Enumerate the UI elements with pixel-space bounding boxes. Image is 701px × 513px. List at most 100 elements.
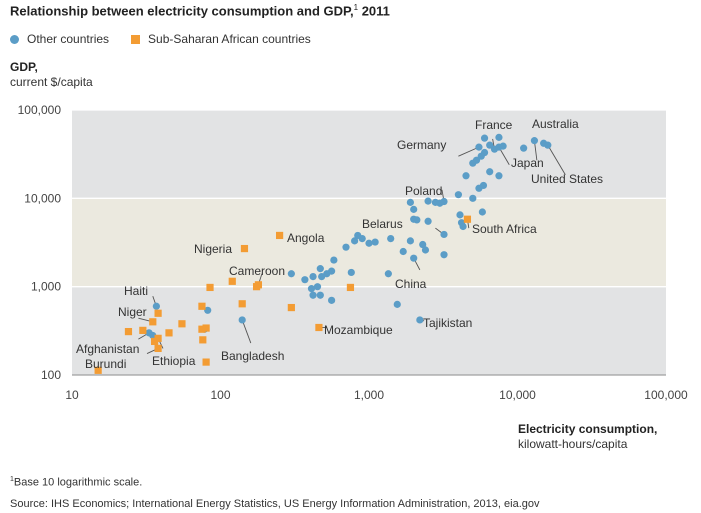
data-point-ssa bbox=[315, 323, 323, 332]
data-point-ssa bbox=[252, 283, 261, 291]
country-label-germany: Germany bbox=[397, 138, 446, 152]
data-point-other bbox=[309, 273, 317, 281]
data-point-ssa bbox=[198, 302, 206, 310]
leader-line-germany bbox=[458, 146, 480, 157]
data-point-other bbox=[424, 197, 432, 205]
data-point-other bbox=[330, 256, 338, 264]
data-point-other bbox=[440, 230, 448, 239]
country-label-nigeria: Nigeria bbox=[194, 242, 232, 256]
data-point-other bbox=[499, 142, 507, 150]
data-point-other bbox=[544, 141, 552, 149]
x-axis-title-unit: kilowatt-hours/capita bbox=[518, 437, 628, 451]
x-tick-label: 10,000 bbox=[499, 388, 536, 402]
data-point-other bbox=[406, 237, 414, 245]
data-point-ssa bbox=[154, 309, 162, 317]
legend-item-ssa: Sub-Saharan African countries bbox=[131, 32, 311, 46]
country-label-afghanistan: Afghanistan bbox=[76, 342, 139, 356]
data-point-other bbox=[328, 267, 336, 275]
y-tick-label: 1,000 bbox=[31, 280, 61, 294]
country-label-australia: Australia bbox=[532, 117, 579, 131]
data-point-other bbox=[309, 291, 317, 299]
chart-title: Relationship between electricity consump… bbox=[10, 3, 390, 18]
country-label-poland: Poland bbox=[405, 184, 442, 198]
data-point-other bbox=[456, 211, 464, 219]
footnote-marker: 1 bbox=[10, 476, 14, 483]
country-label-niger: Niger bbox=[118, 305, 147, 319]
data-point-ssa bbox=[94, 366, 102, 374]
data-point-ssa bbox=[199, 336, 207, 344]
x-tick-label: 100,000 bbox=[644, 388, 688, 402]
data-point-other bbox=[495, 172, 503, 180]
country-label-mozambique: Mozambique bbox=[324, 323, 393, 337]
data-point-other bbox=[413, 216, 421, 224]
data-point-ssa bbox=[178, 320, 186, 328]
x-tick-label: 1,000 bbox=[354, 388, 384, 402]
data-point-ssa bbox=[154, 344, 162, 353]
data-point-other bbox=[347, 268, 355, 277]
leader-line-united-states bbox=[547, 144, 566, 175]
source-note: Source: IHS Economics; International Ene… bbox=[10, 498, 540, 510]
data-point-other bbox=[393, 300, 401, 308]
country-label-tajikistan: Tajikistan bbox=[423, 316, 472, 330]
data-point-ssa bbox=[206, 283, 214, 292]
country-label-belarus: Belarus bbox=[362, 217, 403, 231]
data-point-ssa bbox=[228, 277, 236, 285]
x-axis-title-bold: Electricity consumption, bbox=[518, 422, 658, 436]
footnote-text: Base 10 logarithmic scale. bbox=[13, 476, 143, 489]
data-point-other bbox=[410, 205, 418, 213]
data-point-other bbox=[152, 302, 160, 310]
y-axis-title: GDP, current $/capita bbox=[10, 60, 93, 90]
data-point-other bbox=[301, 276, 309, 284]
data-point-other bbox=[454, 191, 463, 199]
data-point-other bbox=[520, 144, 528, 152]
data-point-ssa bbox=[165, 329, 173, 337]
data-point-other bbox=[486, 168, 494, 176]
data-point-other bbox=[387, 235, 395, 243]
chart-title-year: 2011 bbox=[361, 3, 390, 19]
data-point-other bbox=[480, 134, 489, 142]
data-point-other bbox=[351, 237, 359, 245]
data-point-other bbox=[478, 208, 486, 216]
y-axis-title-unit: current $/capita bbox=[10, 75, 93, 89]
data-point-other bbox=[431, 198, 440, 206]
x-axis-title: Electricity consumption, kilowatt-hours/… bbox=[518, 422, 657, 452]
data-point-other bbox=[316, 291, 324, 299]
data-point-other bbox=[307, 285, 316, 293]
data-point-ssa bbox=[346, 283, 355, 292]
data-point-other bbox=[477, 152, 485, 160]
data-point-other bbox=[354, 231, 362, 240]
y-axis-title-bold: GDP, bbox=[10, 60, 38, 74]
data-point-other bbox=[204, 306, 212, 314]
data-point-other bbox=[371, 238, 379, 246]
chart-legend: Other countries Sub-Saharan African coun… bbox=[10, 32, 333, 46]
country-label-united-states: United States bbox=[531, 172, 603, 186]
legend-item-other: Other countries bbox=[10, 32, 109, 46]
data-point-other bbox=[316, 265, 324, 273]
data-point-ssa bbox=[149, 318, 157, 326]
country-label-france: France bbox=[475, 118, 513, 132]
data-point-other bbox=[318, 273, 326, 281]
data-point-other bbox=[495, 133, 503, 141]
data-point-other bbox=[313, 283, 322, 291]
data-point-other bbox=[475, 143, 483, 151]
legend-square-marker bbox=[131, 34, 141, 44]
data-point-other bbox=[342, 243, 350, 251]
data-point-other bbox=[440, 251, 448, 259]
data-point-ssa bbox=[202, 324, 210, 332]
x-tick-label: 100 bbox=[210, 388, 230, 402]
x-tick-label: 10 bbox=[65, 388, 79, 402]
data-point-other bbox=[469, 159, 477, 167]
country-label-angola: Angola bbox=[287, 231, 325, 245]
data-point-other bbox=[486, 141, 494, 149]
data-point-other bbox=[410, 254, 418, 262]
chart-title-text: Relationship between electricity consump… bbox=[10, 3, 354, 19]
data-point-other bbox=[399, 247, 407, 256]
data-point-other bbox=[459, 222, 467, 231]
data-point-ssa bbox=[198, 325, 206, 333]
legend-label-other: Other countries bbox=[27, 32, 110, 46]
country-label-cameroon: Cameroon bbox=[229, 264, 285, 278]
title-footnote-marker: 1 bbox=[353, 3, 359, 12]
y-tick-label: 100 bbox=[41, 368, 61, 382]
data-point-ssa bbox=[287, 303, 295, 312]
